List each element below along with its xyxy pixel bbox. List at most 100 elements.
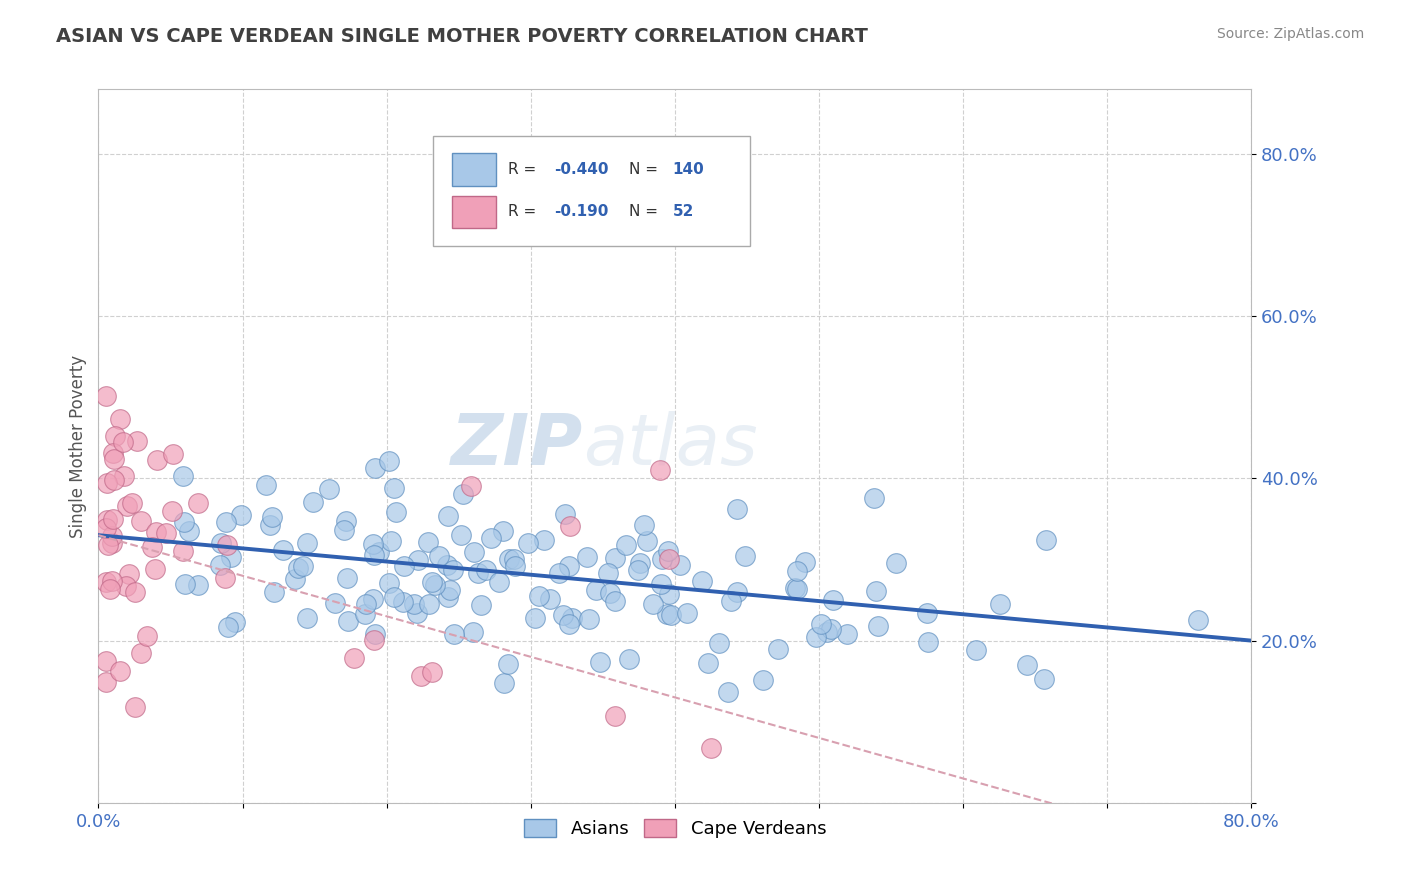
Point [295, 535, 318, 549]
Point [337, 614, 360, 628]
Point [131, 646, 153, 660]
Text: Source: ZipAtlas.com: Source: ZipAtlas.com [1216, 27, 1364, 41]
Point [1187, 613, 1209, 627]
Point [110, 665, 132, 679]
Text: N =: N = [628, 204, 658, 219]
Point [173, 515, 195, 529]
Point [98, 582, 121, 596]
Point [538, 591, 561, 606]
Point [492, 676, 515, 690]
Point [783, 581, 806, 595]
Point [460, 479, 482, 493]
Point [659, 608, 682, 623]
Point [177, 524, 200, 538]
Point [96, 513, 118, 527]
Point [209, 536, 232, 550]
Point [437, 508, 460, 523]
Point [217, 619, 239, 633]
Text: 52: 52 [672, 204, 695, 219]
Text: N =: N = [628, 161, 658, 177]
Point [420, 665, 443, 680]
Point [990, 597, 1012, 611]
Point [603, 708, 626, 723]
Point [112, 434, 135, 449]
Point [589, 655, 612, 669]
Point [406, 606, 429, 620]
Point [333, 523, 356, 537]
Point [271, 543, 294, 558]
Point [94, 674, 117, 689]
Point [786, 564, 808, 578]
Point [145, 525, 167, 540]
Point [146, 453, 169, 467]
Point [437, 590, 460, 604]
Text: R =: R = [508, 204, 536, 219]
Point [118, 567, 141, 582]
Point [523, 611, 546, 625]
Point [101, 529, 124, 543]
Point [392, 595, 415, 609]
Point [96, 476, 118, 491]
Point [690, 574, 713, 588]
Point [837, 626, 859, 640]
Point [650, 462, 672, 476]
Point [751, 673, 773, 688]
Point [103, 446, 125, 460]
Point [361, 537, 384, 551]
Point [820, 622, 842, 636]
Point [599, 586, 621, 600]
Point [385, 505, 408, 519]
Point [436, 558, 458, 573]
Point [124, 585, 146, 599]
Point [917, 606, 939, 620]
Point [224, 615, 246, 630]
Point [284, 572, 307, 586]
Point [323, 597, 346, 611]
Point [121, 496, 143, 510]
Point [884, 556, 907, 570]
Point [363, 548, 385, 562]
Point [598, 566, 620, 580]
Point [364, 626, 387, 640]
Point [862, 491, 884, 505]
Point [214, 571, 236, 585]
Point [463, 544, 485, 558]
Text: atlas: atlas [582, 411, 758, 481]
Point [658, 587, 681, 601]
Point [367, 545, 389, 559]
Point [208, 558, 231, 573]
Text: 140: 140 [672, 161, 704, 177]
Point [605, 594, 627, 608]
Point [108, 412, 131, 426]
Point [112, 469, 135, 483]
Point [380, 534, 402, 549]
Point [162, 504, 184, 518]
Point [1015, 657, 1038, 672]
Point [402, 597, 425, 611]
Point [392, 559, 415, 574]
Point [287, 561, 309, 575]
Point [467, 566, 489, 581]
Y-axis label: Single Mother Poverty: Single Mother Poverty [69, 354, 87, 538]
Text: ZIP: ZIP [450, 411, 582, 481]
Point [725, 585, 748, 599]
Point [551, 608, 574, 623]
Text: R =: R = [508, 161, 536, 177]
Point [561, 610, 583, 624]
Point [377, 454, 399, 468]
Point [503, 558, 526, 573]
Point [301, 494, 323, 508]
Point [866, 619, 889, 633]
Point [162, 447, 184, 461]
Point [411, 669, 433, 683]
Point [700, 741, 723, 756]
Point [558, 616, 581, 631]
Point [406, 553, 429, 567]
Point [793, 555, 815, 569]
Point [815, 624, 838, 639]
Point [676, 606, 699, 620]
Point [804, 630, 827, 644]
Point [94, 389, 117, 403]
Point [810, 616, 832, 631]
Point [503, 551, 526, 566]
